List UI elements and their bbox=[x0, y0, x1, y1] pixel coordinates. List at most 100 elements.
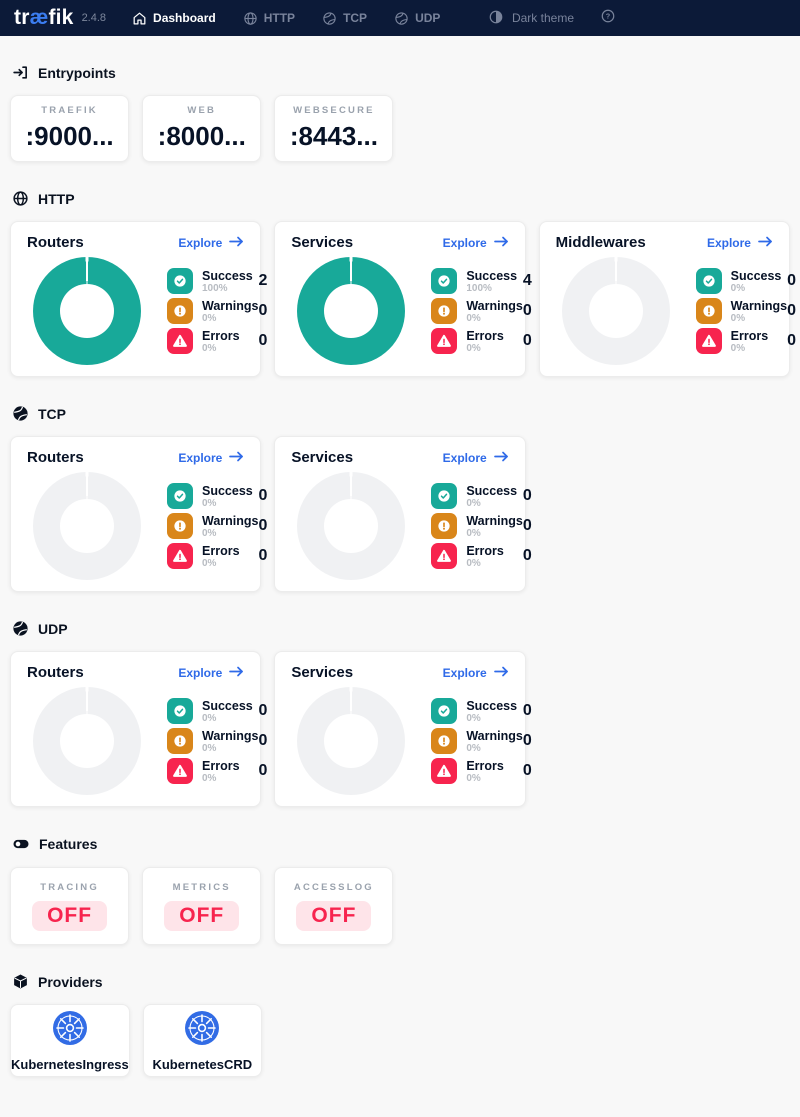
alert-circle-icon bbox=[167, 513, 193, 539]
stat-percent: 0% bbox=[202, 772, 217, 784]
donut-chart bbox=[561, 257, 670, 365]
alert-triangle-icon bbox=[431, 328, 458, 354]
nav-item-label: UDP bbox=[415, 11, 441, 25]
dark-theme-label: Dark theme bbox=[511, 11, 574, 25]
explore-link[interactable]: Explore bbox=[443, 451, 509, 465]
card-title: Services bbox=[291, 664, 354, 681]
card-title: Routers bbox=[27, 664, 84, 681]
alert-circle-icon bbox=[167, 728, 193, 754]
explore-link[interactable]: Explore bbox=[178, 236, 244, 250]
feature-card-tracing: TRACING OFF bbox=[10, 867, 130, 945]
stat-percent: 0% bbox=[202, 557, 217, 569]
log-in-icon bbox=[12, 64, 29, 81]
protocol-icon bbox=[12, 620, 29, 637]
entrypoint-card-web: WEB :8000... bbox=[142, 95, 262, 162]
alert-circle-icon bbox=[695, 298, 722, 324]
stat-percent: 0% bbox=[202, 312, 217, 324]
stat-row-success: Success 0% 0 bbox=[431, 483, 532, 509]
stat-value: 0 bbox=[522, 762, 532, 779]
nav-item-udp[interactable]: UDP bbox=[394, 11, 440, 26]
stat-value: 0 bbox=[522, 332, 532, 349]
stat-label: Success bbox=[466, 268, 518, 283]
stat-percent: 0% bbox=[466, 497, 481, 509]
stat-label: Warnings bbox=[466, 728, 523, 743]
stat-row-errors: Errors 0% 0 bbox=[167, 543, 267, 569]
entrypoint-label: WEBSECURE bbox=[293, 105, 375, 116]
navbar-menu: Dashboard HTTP TCP UDP bbox=[132, 11, 440, 26]
stat-row-warnings: Warnings 0% 0 bbox=[695, 298, 797, 324]
stat-label: Errors bbox=[202, 758, 240, 773]
tcp-grid: Routers Explore Success 0% 0 Warnings 0% 0 bbox=[10, 436, 790, 592]
stat-value: 0 bbox=[258, 517, 268, 534]
alert-triangle-icon bbox=[167, 543, 193, 569]
checkmark-circle-icon bbox=[167, 268, 193, 294]
stat-row-success: Success 0% 0 bbox=[695, 268, 797, 294]
stat-label: Warnings bbox=[202, 728, 259, 743]
stat-value: 0 bbox=[258, 702, 268, 719]
http-services-card: Services Explore Success 100% 4 Warnings 0… bbox=[274, 221, 532, 377]
stat-percent: 100% bbox=[202, 282, 228, 294]
alert-triangle-icon bbox=[167, 758, 193, 784]
feature-status-badge: OFF bbox=[32, 900, 108, 931]
traefik-logo: træfik bbox=[14, 6, 74, 29]
stat-percent: 0% bbox=[466, 742, 481, 754]
section-title: Features bbox=[39, 836, 98, 852]
stat-value: 0 bbox=[787, 332, 797, 349]
alert-circle-icon bbox=[431, 728, 458, 754]
stat-label: Success bbox=[202, 698, 253, 713]
stat-percent: 0% bbox=[466, 342, 481, 354]
explore-link[interactable]: Explore bbox=[178, 666, 244, 680]
card-title: Routers bbox=[27, 449, 84, 466]
http-middlewares-card: Middlewares Explore Success 0% 0 Warnings… bbox=[538, 221, 796, 377]
section-title: HTTP bbox=[38, 190, 75, 207]
stat-percent: 100% bbox=[466, 282, 492, 294]
stat-value: 0 bbox=[522, 517, 532, 534]
entrypoint-card-traefik: TRAEFIK :9000... bbox=[10, 95, 130, 162]
version-label: 2.4.8 bbox=[81, 12, 107, 24]
checkmark-circle-icon bbox=[431, 268, 458, 294]
stat-percent: 0% bbox=[202, 712, 217, 724]
explore-link[interactable]: Explore bbox=[707, 236, 773, 250]
explore-link[interactable]: Explore bbox=[443, 666, 509, 680]
dark-theme-toggle[interactable]: Dark theme bbox=[488, 9, 574, 28]
stat-percent: 0% bbox=[466, 527, 481, 539]
stat-value: 0 bbox=[522, 487, 532, 504]
explore-link[interactable]: Explore bbox=[443, 236, 509, 250]
kubernetes-wheel-icon bbox=[52, 1010, 88, 1051]
stat-row-errors: Errors 0% 0 bbox=[695, 328, 797, 354]
provider-card-kubernetescrd: KubernetesCRD bbox=[142, 1004, 262, 1077]
section-title: Providers bbox=[38, 973, 103, 990]
features-grid: TRACING OFF METRICS OFF ACCESSLOG OFF bbox=[10, 867, 790, 945]
stat-label: Errors bbox=[466, 543, 504, 558]
nav-item-http[interactable]: HTTP bbox=[243, 11, 295, 26]
stat-row-errors: Errors 0% 0 bbox=[167, 758, 267, 784]
stat-percent: 0% bbox=[202, 527, 217, 539]
protocol-icon bbox=[322, 11, 337, 26]
feature-status-badge: OFF bbox=[296, 900, 372, 931]
http-grid: Routers Explore Success 100% 2 Warnings 0%… bbox=[10, 221, 796, 377]
section-title: UDP bbox=[38, 620, 68, 637]
cube-icon bbox=[12, 973, 29, 990]
svg-text:?: ? bbox=[606, 11, 611, 20]
stat-label: Errors bbox=[730, 328, 769, 343]
stat-row-warnings: Warnings 0% 0 bbox=[167, 728, 267, 754]
card-title: Routers bbox=[27, 234, 84, 251]
stat-value: 0 bbox=[787, 302, 797, 319]
stat-percent: 0% bbox=[202, 497, 217, 509]
stat-value: 0 bbox=[258, 732, 268, 749]
section-header-udp: UDP bbox=[12, 620, 788, 637]
feature-label: METRICS bbox=[172, 881, 231, 893]
help-button[interactable]: ? bbox=[600, 8, 616, 29]
nav-item-dashboard[interactable]: Dashboard bbox=[132, 11, 216, 26]
stat-percent: 0% bbox=[466, 712, 481, 724]
alert-circle-icon bbox=[431, 513, 458, 539]
question-circle-icon: ? bbox=[600, 8, 616, 29]
arrow-right-icon bbox=[229, 451, 244, 465]
stat-label: Success bbox=[466, 698, 518, 713]
stat-percent: 0% bbox=[730, 342, 746, 354]
nav-item-tcp[interactable]: TCP bbox=[322, 11, 367, 26]
section-header-providers: Providers bbox=[12, 973, 788, 990]
checkmark-circle-icon bbox=[167, 698, 193, 724]
stat-value: 0 bbox=[787, 272, 797, 289]
explore-link[interactable]: Explore bbox=[178, 451, 244, 465]
